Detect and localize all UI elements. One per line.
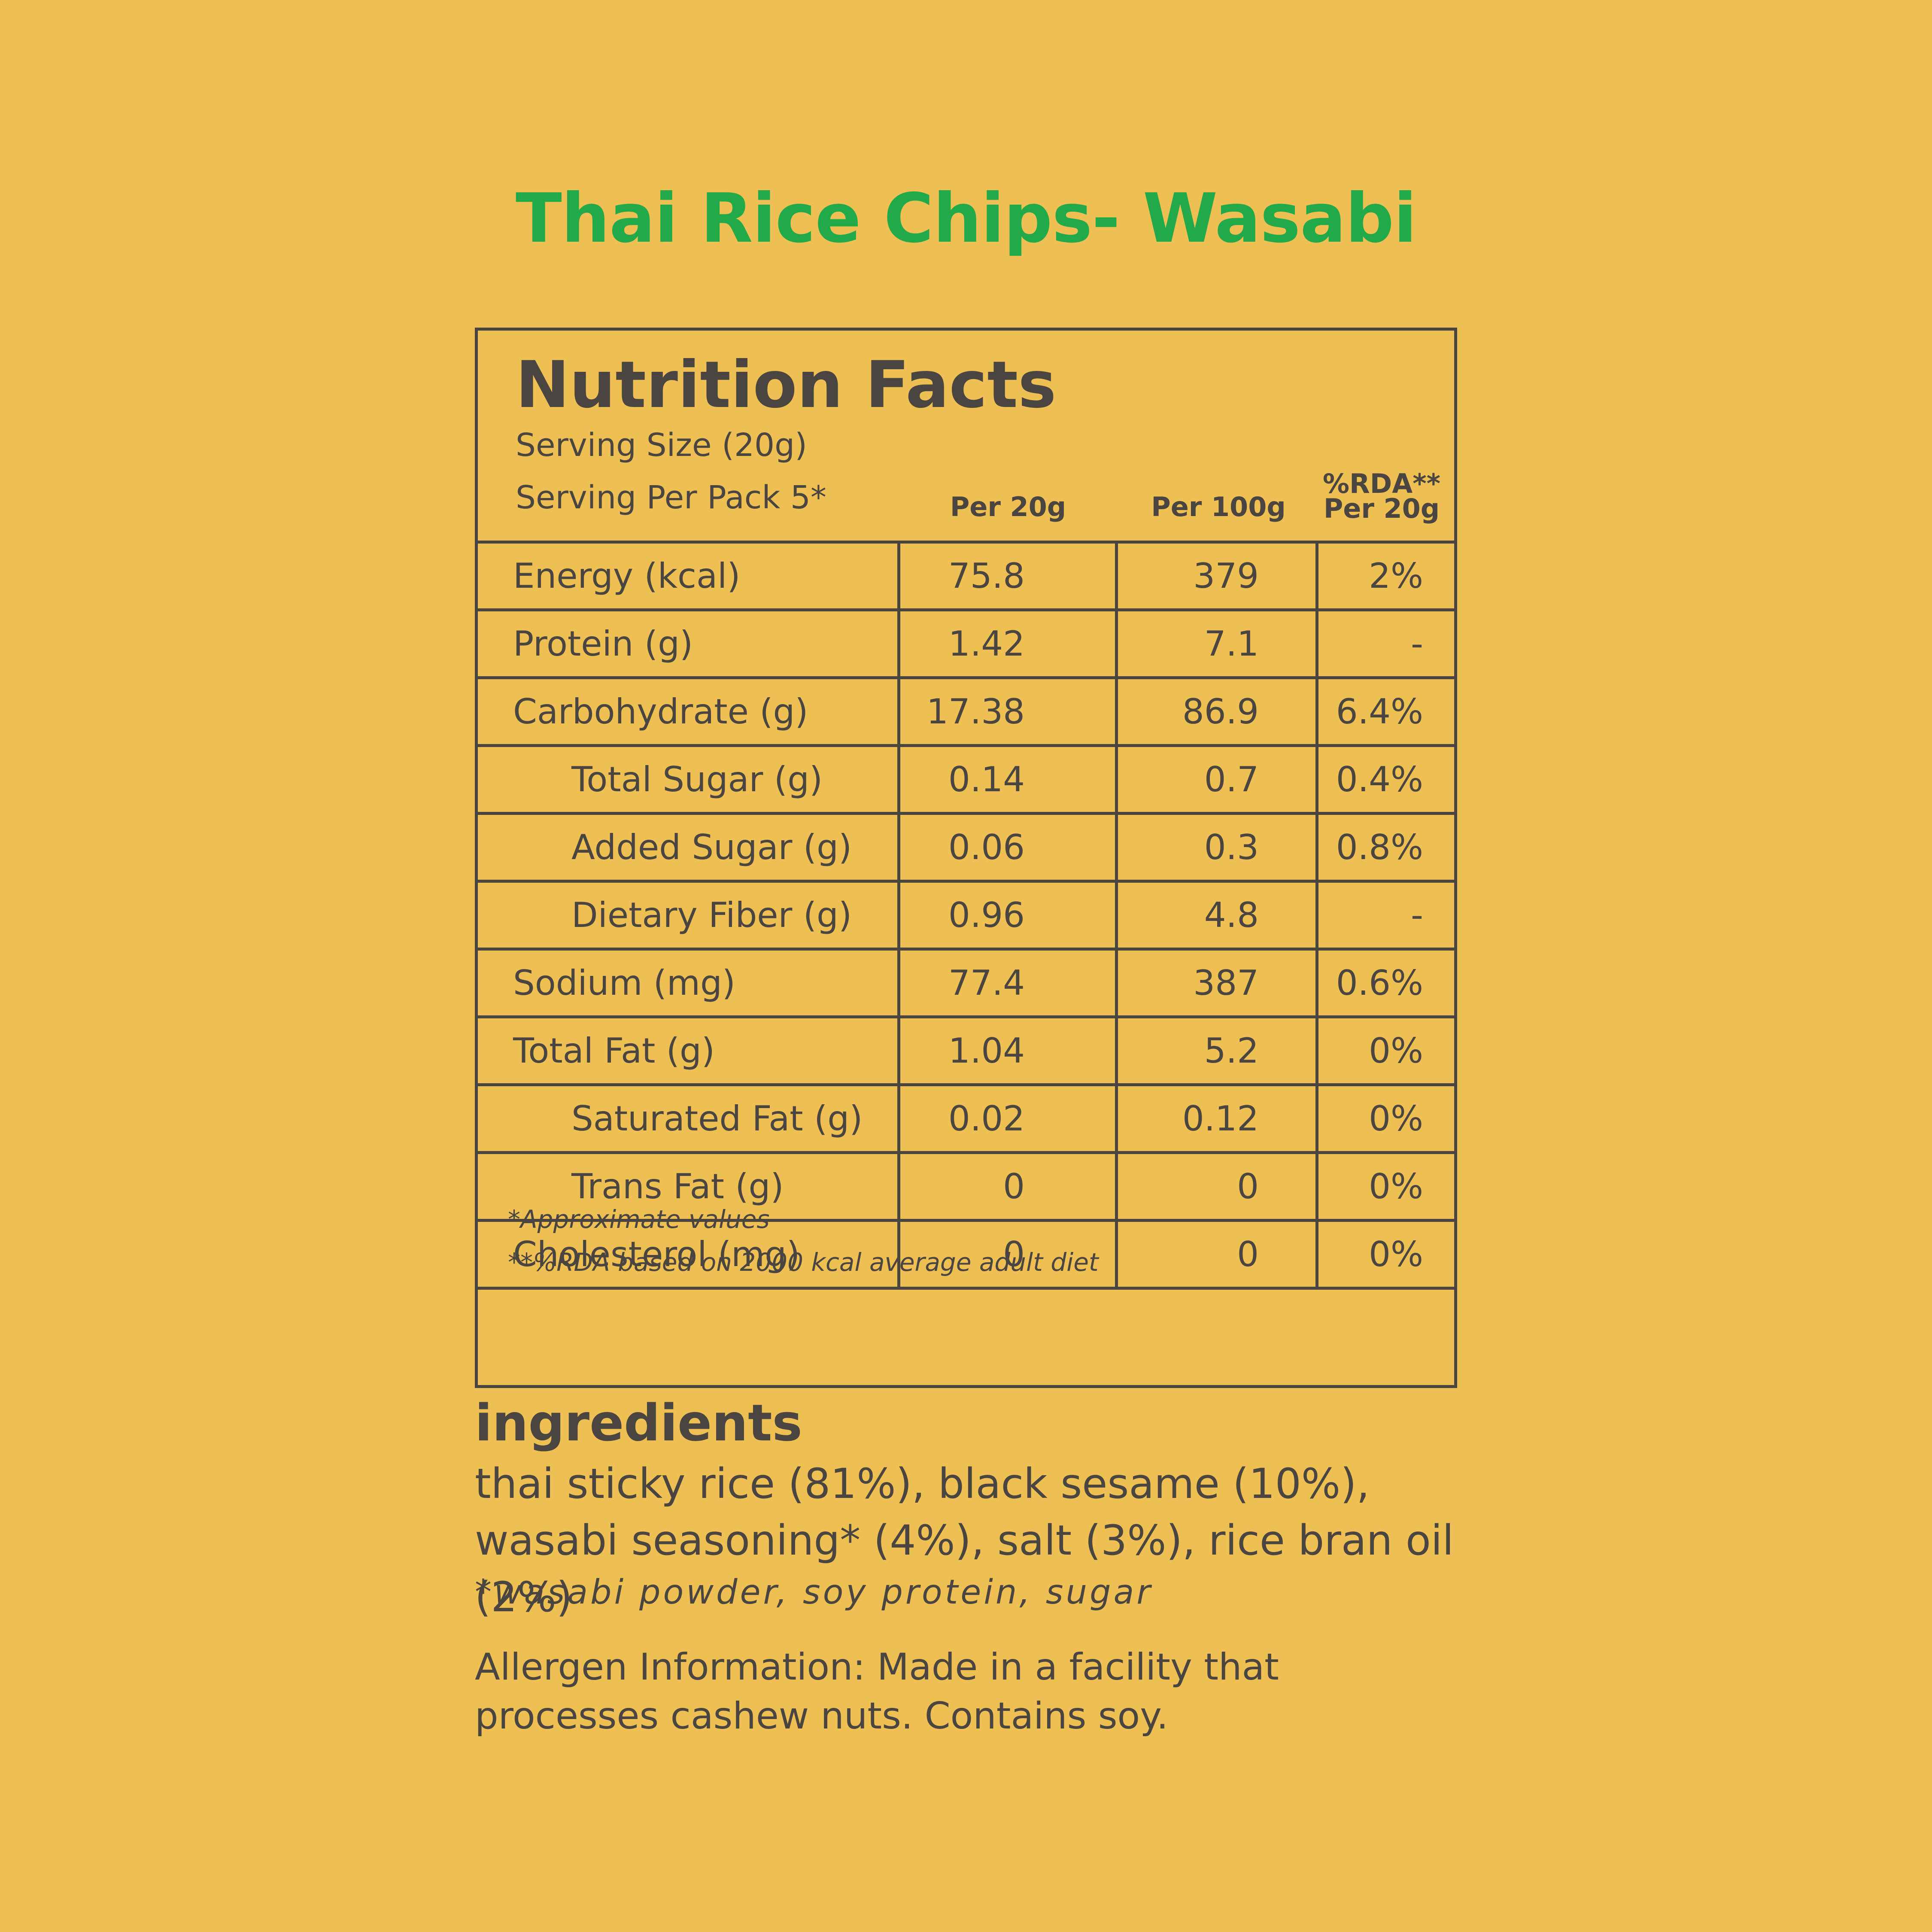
nutrition-facts-panel: Nutrition Facts Serving Size (20g) Servi… — [475, 328, 1457, 1388]
table-row: Trans Fat (g) 0 0 0% — [478, 1151, 1454, 1219]
value-rda: 0% — [1315, 1086, 1454, 1151]
value-per-20g: 0.06 — [897, 815, 1115, 880]
serving-per-pack: Serving Per Pack 5* — [516, 479, 826, 516]
nutrient-name: Protein (g) — [513, 624, 693, 664]
nutrient-name: Trans Fat (g) — [571, 1166, 784, 1206]
column-header-per-20g: Per 20g — [950, 491, 1066, 522]
value-per-100g: 4.8 — [1115, 883, 1315, 948]
value-per-100g: 0.3 — [1115, 815, 1315, 880]
value-per-20g: 77.4 — [897, 951, 1115, 1015]
rda-header-line1: %RDA** — [1322, 468, 1441, 499]
value-rda: 0.6% — [1315, 951, 1454, 1015]
product-title: Thai Rice Chips- Wasabi — [515, 179, 1417, 258]
value-per-20g: 17.38 — [897, 679, 1115, 744]
value-rda: 0% — [1315, 1018, 1454, 1083]
value-rda: - — [1315, 611, 1454, 676]
value-per-20g: 1.04 — [897, 1018, 1115, 1083]
table-row: Protein (g) 1.42 7.1 - — [478, 608, 1454, 676]
footnote-approximate: *Approximate values — [508, 1205, 770, 1234]
value-per-100g: 0 — [1115, 1154, 1315, 1219]
nutrient-name: Saturated Fat (g) — [571, 1099, 863, 1139]
value-rda: 0% — [1315, 1222, 1454, 1287]
value-per-100g: 86.9 — [1115, 679, 1315, 744]
table-row: Total Fat (g) 1.04 5.2 0% — [478, 1015, 1454, 1083]
value-rda: 0.4% — [1315, 747, 1454, 812]
column-header-per-100g: Per 100g — [1151, 491, 1286, 522]
footnote-rda: **%RDA based on 2000 kcal average adult … — [508, 1248, 1099, 1277]
table-row: Total Sugar (g) 0.14 0.7 0.4% — [478, 744, 1454, 812]
nutrient-name: Sodium (mg) — [513, 963, 735, 1003]
seasoning-note: *wasabi powder, soy protein, sugar — [475, 1573, 1153, 1612]
value-per-100g: 0.12 — [1115, 1086, 1315, 1151]
table-row: Saturated Fat (g) 0.02 0.12 0% — [478, 1083, 1454, 1151]
nutrient-name: Dietary Fiber (g) — [571, 895, 852, 935]
value-rda: 6.4% — [1315, 679, 1454, 744]
ingredients-heading: ingredients — [475, 1393, 802, 1452]
value-per-20g: 1.42 — [897, 611, 1115, 676]
value-rda: - — [1315, 883, 1454, 948]
nutrient-name: Cholesterol (mg) — [513, 1234, 800, 1274]
value-per-100g: 7.1 — [1115, 611, 1315, 676]
nutrition-facts-heading: Nutrition Facts — [516, 348, 1057, 422]
value-per-100g: 0 — [1115, 1222, 1315, 1287]
table-row: Carbohydrate (g) 17.38 86.9 6.4% — [478, 676, 1454, 744]
nutrient-name: Carbohydrate (g) — [513, 692, 808, 732]
ingredients-list: thai sticky rice (81%), black sesame (10… — [475, 1460, 1454, 1621]
nutrient-name: Energy (kcal) — [513, 556, 741, 596]
nutrient-name: Total Sugar (g) — [571, 759, 823, 799]
value-per-20g: 0.14 — [897, 747, 1115, 812]
nutrient-table: Energy (kcal) 75.8 379 2% Protein (g) 1.… — [478, 541, 1454, 1290]
value-per-100g: 379 — [1115, 544, 1315, 608]
table-row: Added Sugar (g) 0.06 0.3 0.8% — [478, 812, 1454, 880]
rda-header-line2: Per 20g — [1323, 493, 1440, 524]
nutrient-name: Total Fat (g) — [513, 1031, 715, 1071]
table-row: Dietary Fiber (g) 0.96 4.8 - — [478, 880, 1454, 948]
value-per-20g: 0 — [897, 1222, 1115, 1287]
column-header-rda: %RDA** Per 20g — [1309, 468, 1455, 524]
serving-size: Serving Size (20g) — [516, 427, 807, 464]
table-row: Cholesterol (mg) 0 0 0% — [478, 1219, 1454, 1290]
table-row: Sodium (mg) 77.4 387 0.6% — [478, 948, 1454, 1015]
value-per-100g: 387 — [1115, 951, 1315, 1015]
value-rda: 0% — [1315, 1154, 1454, 1219]
table-row: Energy (kcal) 75.8 379 2% — [478, 541, 1454, 608]
nutrient-name: Added Sugar (g) — [571, 827, 852, 867]
value-per-20g: 0 — [897, 1154, 1115, 1219]
value-per-20g: 0.96 — [897, 883, 1115, 948]
value-per-100g: 0.7 — [1115, 747, 1315, 812]
value-per-20g: 75.8 — [897, 544, 1115, 608]
value-rda: 2% — [1315, 544, 1454, 608]
nutrition-header: Nutrition Facts Serving Size (20g) Servi… — [478, 331, 1454, 541]
value-per-100g: 5.2 — [1115, 1018, 1315, 1083]
value-per-20g: 0.02 — [897, 1086, 1115, 1151]
allergen-information: Allergen Information: Made in a facility… — [475, 1646, 1279, 1738]
value-rda: 0.8% — [1315, 815, 1454, 880]
nutrition-footnotes: *Approximate values **%RDA based on 2000… — [508, 1198, 1099, 1284]
